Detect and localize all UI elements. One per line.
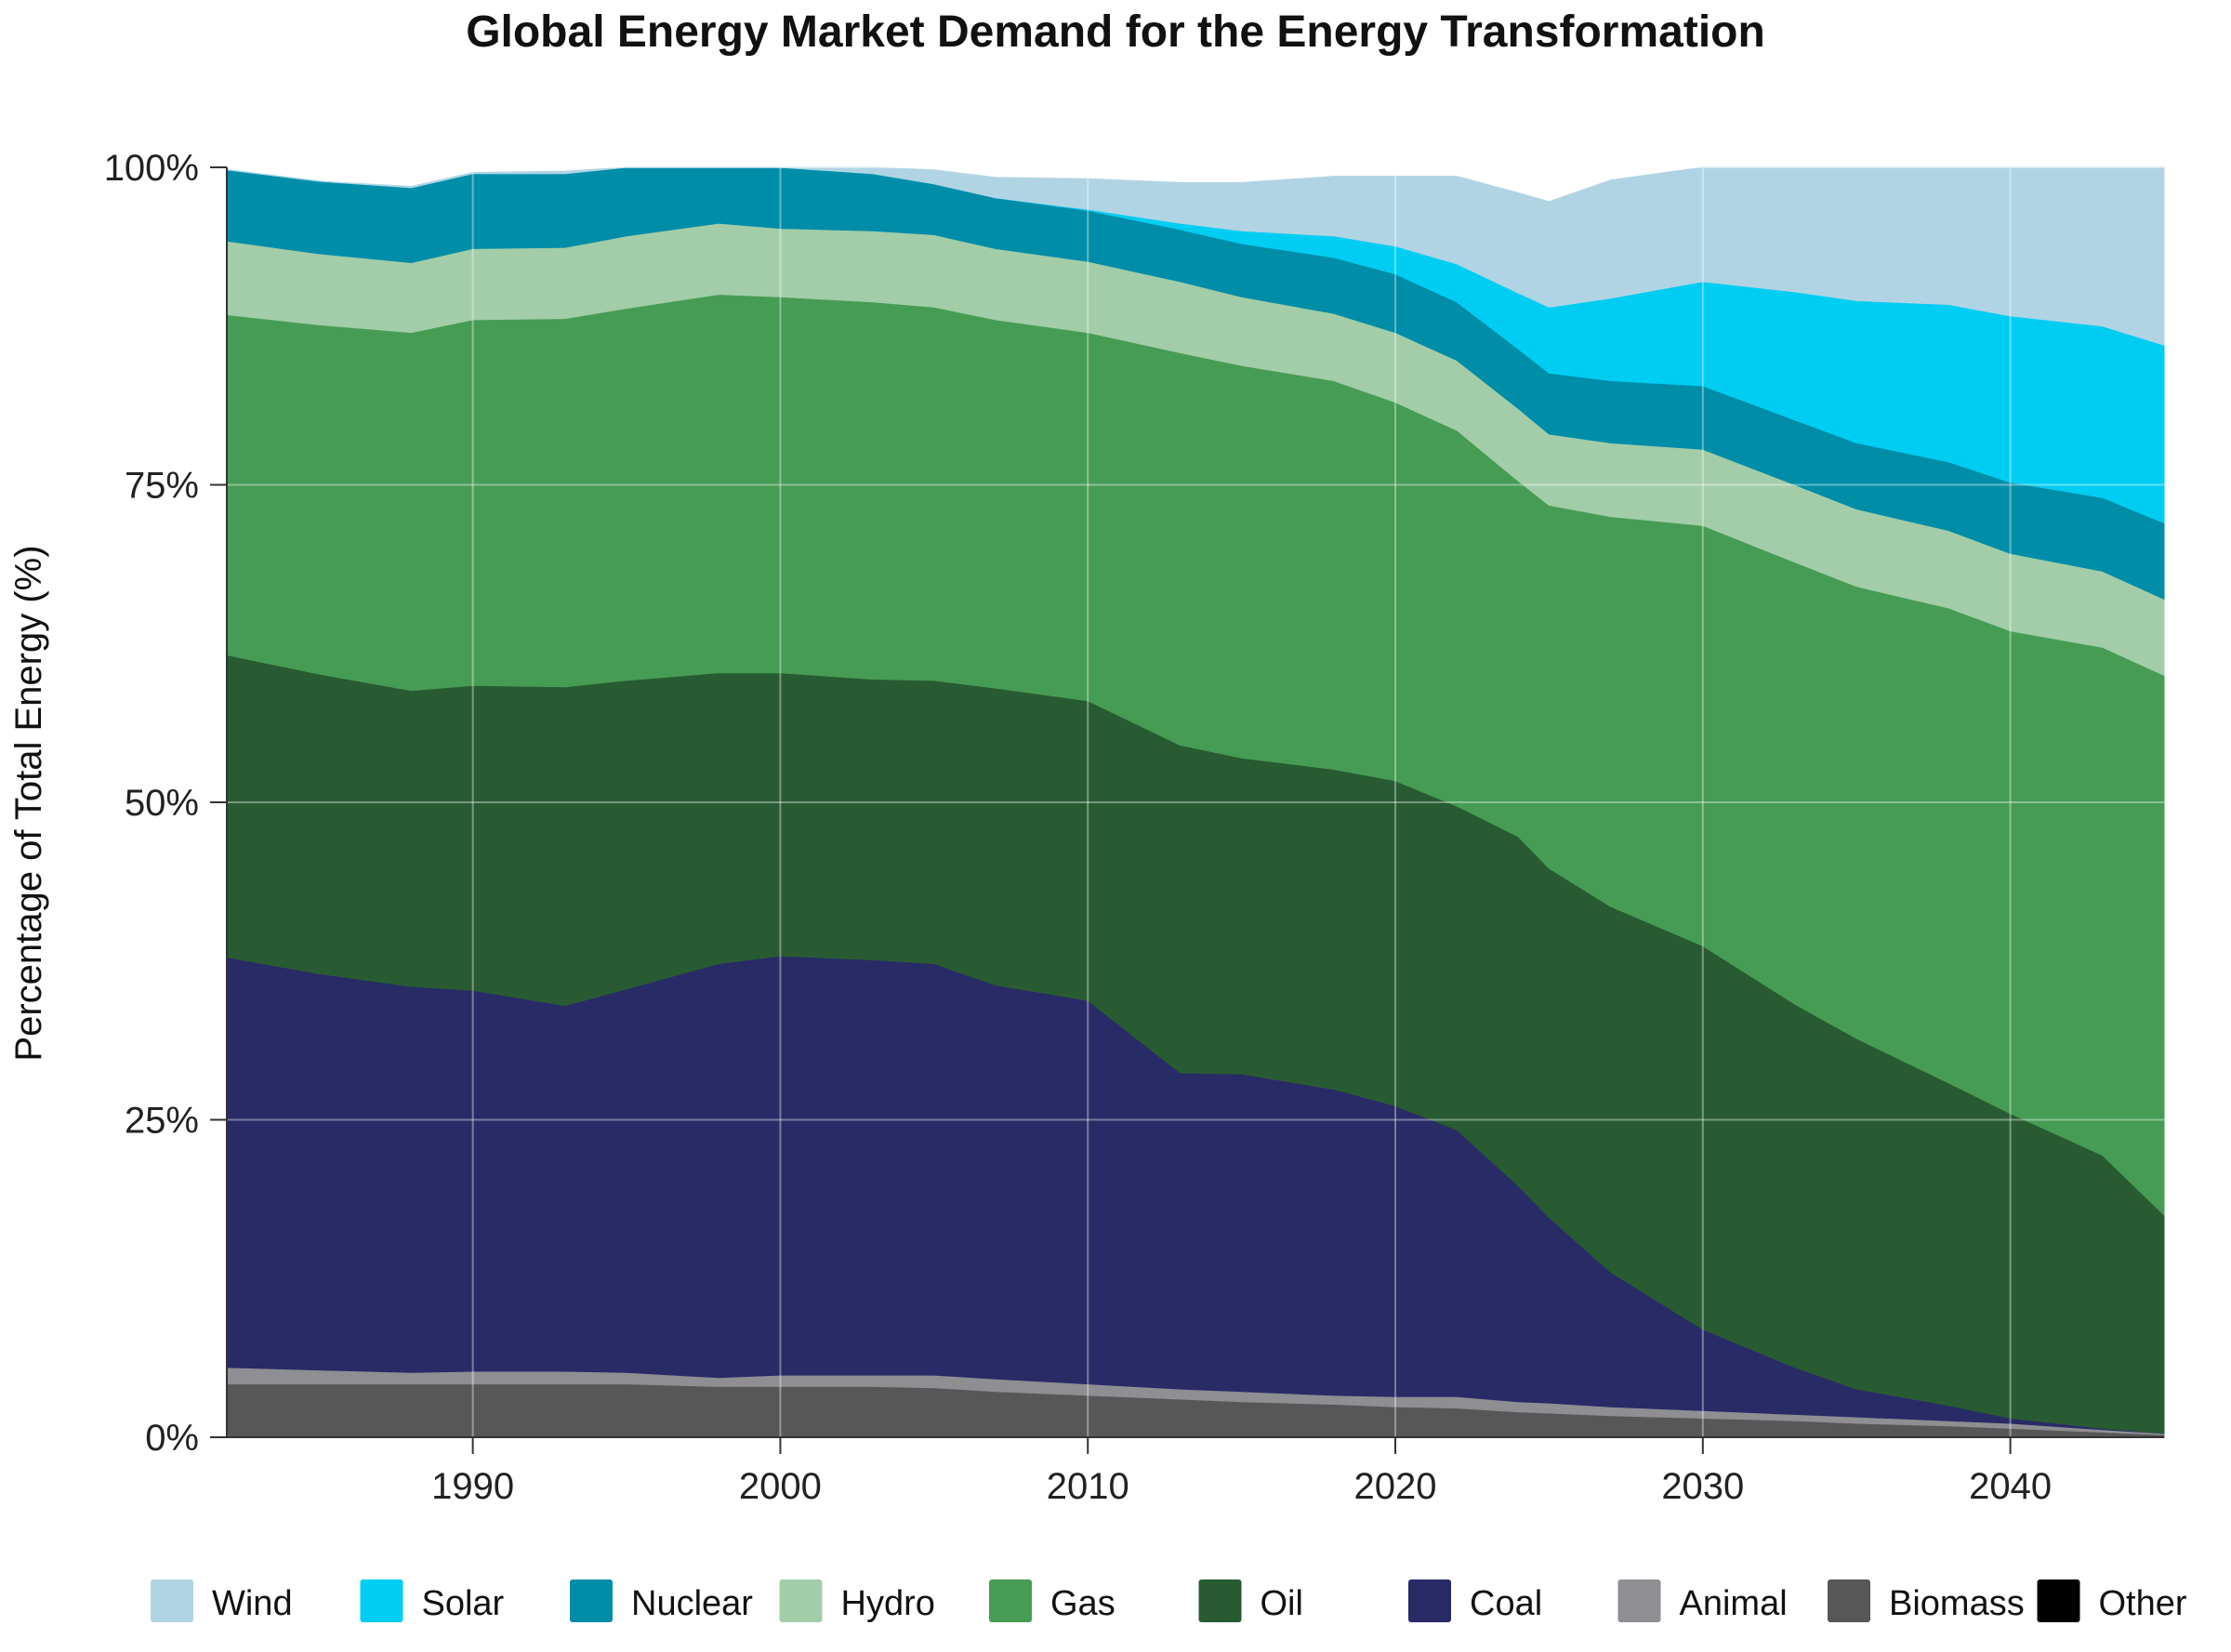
- y-tick-label: 50%: [125, 783, 199, 824]
- legend-swatch: [570, 1579, 613, 1622]
- legend-swatch: [1198, 1579, 1242, 1622]
- x-tick-label: 2020: [1354, 1466, 1437, 1507]
- legend-item-solar: Solar: [360, 1579, 505, 1623]
- legend-label: Coal: [1470, 1584, 1542, 1623]
- legend-swatch: [2037, 1579, 2080, 1622]
- legend-swatch: [989, 1579, 1032, 1622]
- y-tick-label: 75%: [125, 466, 199, 507]
- legend-label: Animal: [1680, 1584, 1788, 1623]
- legend-label: Oil: [1261, 1584, 1303, 1623]
- area-wind: [226, 166, 2165, 346]
- y-tick-label: 100%: [104, 148, 199, 189]
- area-layer: [226, 166, 2165, 1438]
- legend-swatch: [360, 1579, 403, 1622]
- legend-swatch: [1617, 1579, 1661, 1622]
- x-tick-label: 1990: [431, 1466, 514, 1507]
- legend-label: Biomass: [1889, 1584, 2025, 1623]
- grid-layer: [227, 166, 2164, 1437]
- legend-label: Solar: [422, 1584, 505, 1623]
- x-tick-label: 2010: [1047, 1466, 1129, 1507]
- legend-item-hydro: Hydro: [779, 1579, 935, 1623]
- legend-label: Other: [2099, 1584, 2187, 1623]
- legend-item-other: Other: [2037, 1579, 2187, 1623]
- chart-title: Global Energy Market Demand for the Ener…: [466, 7, 1765, 57]
- x-tick-label: 2000: [739, 1466, 822, 1507]
- legend-label: Wind: [212, 1584, 293, 1623]
- legend-item-wind: Wind: [151, 1579, 293, 1623]
- axis-layer: 0% 25% 50% 75% 100% 1990 2000 2010 2020 2030 2040: [104, 148, 2164, 1507]
- y-axis-title: Percentage of Total Energy (%): [8, 545, 49, 1061]
- y-tick-label: 25%: [125, 1101, 199, 1142]
- legend-item-oil: Oil: [1198, 1579, 1303, 1623]
- legend-swatch: [779, 1579, 823, 1622]
- legend-label: Hydro: [841, 1584, 935, 1623]
- legend-label: Gas: [1050, 1584, 1116, 1623]
- legend-label: Nuclear: [631, 1584, 753, 1623]
- legend-item-biomass: Biomass: [1828, 1579, 2025, 1623]
- y-tick-label: 0%: [145, 1418, 199, 1459]
- legend-item-gas: Gas: [989, 1579, 1116, 1623]
- legend-item-nuclear: Nuclear: [570, 1579, 753, 1623]
- legend-item-coal: Coal: [1408, 1579, 1542, 1623]
- legend-item-animal: Animal: [1617, 1579, 1788, 1623]
- legend: Wind Solar Nuclear Hydro Gas Oil Coal Animal Bio…: [151, 1579, 2187, 1623]
- legend-swatch: [1828, 1579, 1870, 1622]
- x-tick-label: 2040: [1969, 1466, 2052, 1507]
- x-tick-label: 2030: [1661, 1466, 1744, 1507]
- legend-swatch: [1408, 1579, 1451, 1622]
- legend-swatch: [151, 1579, 193, 1622]
